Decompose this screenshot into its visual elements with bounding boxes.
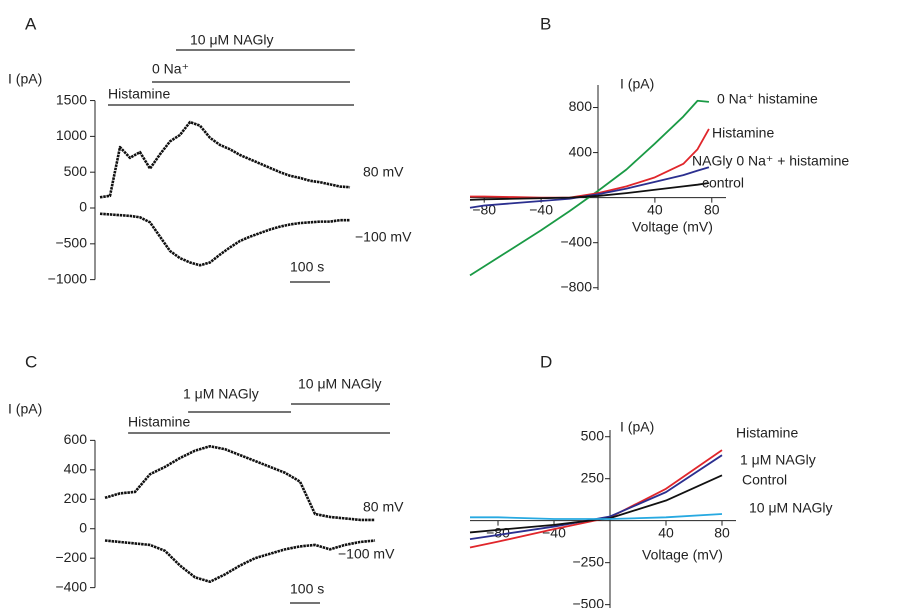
y-tick-label: −200 xyxy=(55,549,87,565)
y-tick-label: 400 xyxy=(569,143,593,159)
y-axis-title: I (pA) xyxy=(8,401,42,417)
iv-curve xyxy=(470,513,723,520)
panel-letter: C xyxy=(25,352,37,371)
iv-curve xyxy=(470,128,710,199)
y-tick-label: −400 xyxy=(560,233,592,249)
y-tick-label: 250 xyxy=(581,469,605,485)
iv-curve xyxy=(469,182,710,201)
y-tick-label: 500 xyxy=(64,163,88,179)
x-tick-label: −80 xyxy=(486,524,510,540)
scale-bar-label: 100 s xyxy=(290,259,324,275)
y-tick-label: 200 xyxy=(64,490,88,506)
application-label: 1 μM NAGly xyxy=(183,386,259,402)
trace-line xyxy=(99,120,351,199)
iv-curve xyxy=(469,449,723,549)
series-label: Histamine xyxy=(736,425,798,441)
iv-curve xyxy=(469,166,710,209)
application-label: Histamine xyxy=(128,414,190,430)
trace-line xyxy=(104,539,376,584)
y-tick-label: 0 xyxy=(79,199,87,215)
series-label: NAGly 0 Na⁺ + histamine xyxy=(692,153,849,169)
series-label: Histamine xyxy=(712,125,774,141)
iv-curve xyxy=(469,474,723,534)
iv-curve xyxy=(469,99,710,277)
x-tick-label: −40 xyxy=(529,201,553,217)
series-label: 0 Na⁺ histamine xyxy=(717,91,818,107)
series-label: 10 μM NAGly xyxy=(749,500,833,516)
application-label: 10 μM NAGly xyxy=(298,376,382,392)
scale-bar-label: 100 s xyxy=(290,581,324,597)
y-tick-label: 1500 xyxy=(56,91,87,107)
y-axis-title: I (pA) xyxy=(8,71,42,87)
series-label: Control xyxy=(742,472,787,488)
y-axis-title: I (pA) xyxy=(620,76,654,92)
y-axis-title: I (pA) xyxy=(620,419,654,435)
x-tick-label: 40 xyxy=(658,524,674,540)
application-label: 0 Na⁺ xyxy=(152,61,189,77)
series-label: control xyxy=(702,175,744,191)
x-axis-title: Voltage (mV) xyxy=(632,219,713,235)
x-tick-label: 80 xyxy=(704,201,720,217)
y-tick-label: −1000 xyxy=(48,270,88,286)
y-tick-label: −500 xyxy=(55,235,87,251)
y-tick-label: 400 xyxy=(64,461,88,477)
application-label: 10 μM NAGly xyxy=(190,32,274,48)
y-tick-label: 600 xyxy=(64,431,88,447)
application-label: Histamine xyxy=(108,86,170,102)
y-tick-label: −800 xyxy=(560,278,592,294)
x-tick-label: −80 xyxy=(472,201,496,217)
series-label: 80 mV xyxy=(363,499,404,515)
trace-line xyxy=(99,212,350,267)
x-axis-title: Voltage (mV) xyxy=(642,547,723,563)
y-tick-label: 500 xyxy=(581,427,605,443)
panel-letter: B xyxy=(540,14,551,33)
y-tick-label: −400 xyxy=(55,578,87,594)
panel-letter: D xyxy=(540,352,552,371)
y-tick-label: −500 xyxy=(572,595,604,608)
series-label: −100 mV xyxy=(338,546,395,562)
x-tick-label: 40 xyxy=(647,201,663,217)
series-label: 80 mV xyxy=(363,164,404,180)
y-tick-label: 800 xyxy=(569,98,593,114)
y-tick-label: 1000 xyxy=(56,127,87,143)
panel-letter: A xyxy=(25,14,37,33)
x-tick-label: 80 xyxy=(714,524,730,540)
y-tick-label: 0 xyxy=(79,519,87,535)
series-label: −100 mV xyxy=(355,229,412,245)
y-tick-label: −250 xyxy=(572,553,604,569)
trace-line xyxy=(104,444,375,522)
series-label: 1 μM NAGly xyxy=(740,452,816,468)
